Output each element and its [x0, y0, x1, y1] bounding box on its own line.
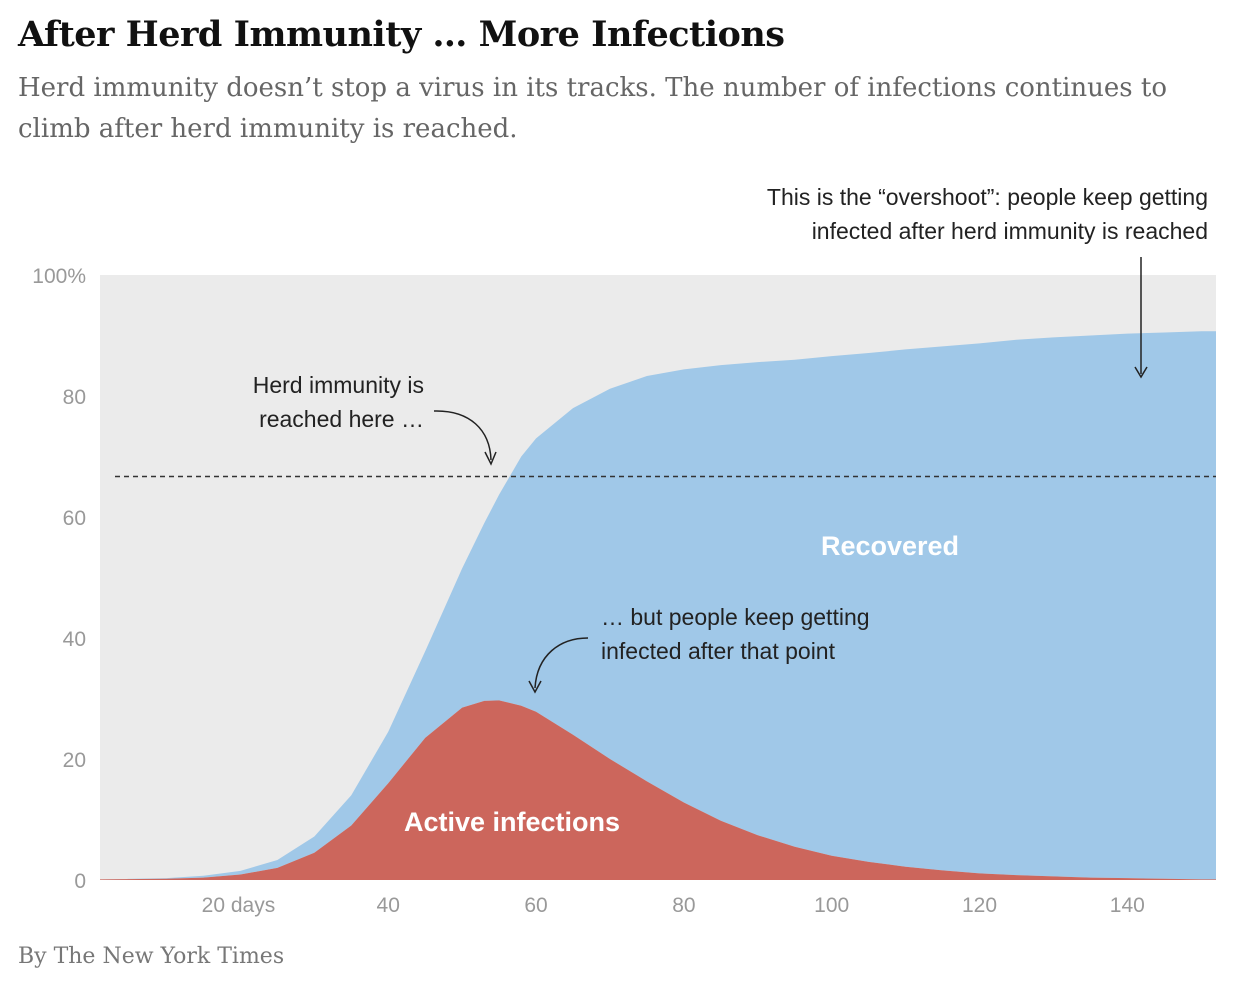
y-tick-label: 20 — [63, 749, 86, 772]
annotation-overshoot-line-1: This is the “overshoot”: people keep get… — [767, 184, 1208, 210]
annotation-overshoot-arrowhead — [1134, 366, 1148, 379]
annotation-overshoot: This is the “overshoot”: people keep get… — [767, 184, 1208, 379]
x-tick-label: 80 — [672, 894, 695, 917]
chart-title: After Herd Immunity … More Infections — [18, 14, 785, 55]
annotation-keep-getting-infected-arrow — [534, 637, 589, 689]
y-axis: 0 20 40 60 80 100% — [32, 265, 86, 893]
annotation-herd-immunity-arrowhead — [484, 451, 497, 466]
annotation-keep-getting-infected: … but people keep getting infected after… — [528, 604, 870, 694]
y-tick-label: 40 — [63, 628, 86, 651]
recovered-area-label: Recovered — [821, 531, 959, 561]
annotation-keep-getting-infected-line-1: … but people keep getting — [601, 604, 870, 630]
y-tick-label: 100% — [32, 265, 86, 288]
active-infections-area — [100, 700, 1216, 880]
annotation-overshoot-line-2: infected after herd immunity is reached — [812, 218, 1208, 244]
x-tick-label: 120 — [962, 894, 997, 917]
x-tick-label: 100 — [814, 894, 849, 917]
chart-subtitle: Herd immunity doesn’t stop a virus in it… — [18, 73, 1168, 144]
x-tick-label: 60 — [524, 894, 547, 917]
annotation-keep-getting-infected-arrowhead — [528, 680, 542, 694]
x-tick-label: 140 — [1110, 894, 1145, 917]
annotation-keep-getting-infected-line-2: infected after that point — [601, 638, 836, 664]
x-axis: 20 days 40 60 80 100 120 140 — [202, 894, 1145, 917]
annotation-herd-immunity-line-1: Herd immunity is — [253, 372, 424, 398]
annotation-herd-immunity: Herd immunity is reached here … — [253, 372, 497, 466]
y-tick-label: 60 — [63, 507, 86, 530]
y-tick-label: 80 — [63, 386, 86, 409]
annotation-herd-immunity-line-2: reached here … — [259, 406, 424, 432]
recovered-area — [100, 331, 1216, 880]
y-tick-label: 0 — [74, 870, 86, 893]
active-infections-area-label: Active infections — [404, 807, 620, 837]
annotation-herd-immunity-arrow — [433, 410, 492, 461]
x-tick-label: 40 — [377, 894, 400, 917]
credit-byline: By The New York Times — [18, 944, 285, 969]
chart-areas — [100, 331, 1216, 880]
area-chart: 0 20 40 60 80 100% 20 days 40 60 80 100 120 140 Rec… — [32, 184, 1216, 917]
x-tick-label: 20 days — [202, 894, 276, 917]
